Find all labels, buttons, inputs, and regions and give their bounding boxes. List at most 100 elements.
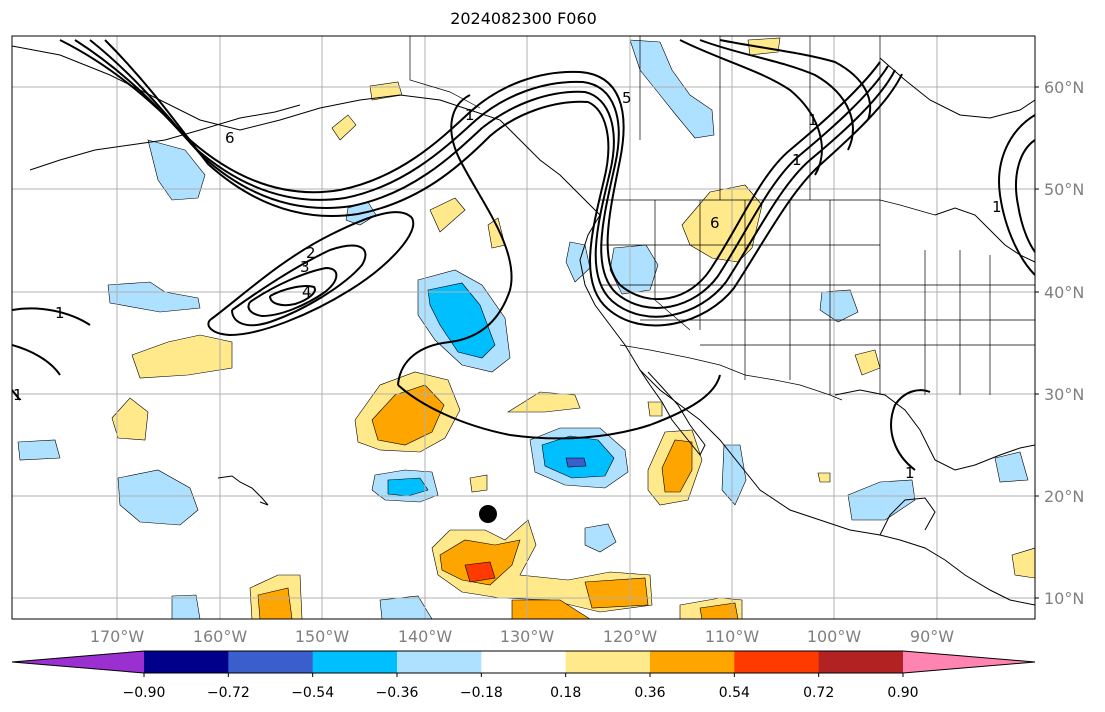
lon-label: 130°W xyxy=(500,627,555,646)
pos-region xyxy=(1011,547,1035,579)
contour-line xyxy=(397,374,721,440)
colorbar-tick-label: 0.54 xyxy=(719,685,750,701)
lon-label: 120°W xyxy=(603,627,658,646)
pos-region xyxy=(257,587,293,619)
contour-label: 5 xyxy=(622,89,632,107)
neg-region xyxy=(107,281,201,313)
border-canada-provinces xyxy=(639,36,881,200)
coastline-yucatan xyxy=(879,497,936,536)
contour-line xyxy=(998,114,1035,276)
contour-label: 1 xyxy=(905,464,915,482)
coastline-gulf xyxy=(834,389,1035,471)
colorbar-segment xyxy=(650,651,735,673)
neg-region xyxy=(379,595,433,619)
neg-region xyxy=(541,435,615,479)
pos-region xyxy=(699,602,739,619)
contour-line xyxy=(679,39,823,176)
lat-label: 40°N xyxy=(1044,283,1084,302)
neg-region xyxy=(584,523,617,553)
colorbar-tick-label: 0.90 xyxy=(887,685,918,701)
colorbar-tick-label: 0.72 xyxy=(803,685,834,701)
border-states-east xyxy=(924,250,991,395)
contour-label: 1 xyxy=(792,151,802,169)
lon-label: 100°W xyxy=(807,627,862,646)
gridlines xyxy=(12,36,1035,619)
pos-region xyxy=(647,401,663,417)
pos-region xyxy=(681,184,763,263)
neg-region xyxy=(994,451,1029,483)
contour-label: 1 xyxy=(992,198,1002,216)
colorbar-segment xyxy=(312,651,398,673)
contour-line xyxy=(1014,139,1035,253)
neg-region xyxy=(117,469,199,526)
border-alaska-canada xyxy=(409,36,481,109)
contour-label: 1 xyxy=(55,304,65,322)
contour-line xyxy=(269,285,316,307)
colorbar-extend-low xyxy=(12,651,144,673)
contour-label: 6 xyxy=(225,129,235,147)
pos-region xyxy=(464,561,496,583)
longitude-axis: 170°W 160°W 150°W 140°W 130°W 120°W 110°… xyxy=(90,627,954,646)
lon-label: 110°W xyxy=(705,627,760,646)
neg-region xyxy=(387,477,429,497)
contour-line xyxy=(699,39,854,151)
contour-line xyxy=(719,39,872,121)
coastline-hawaii xyxy=(217,475,269,506)
colorbar-tick-label: 0.36 xyxy=(634,685,665,701)
lat-label: 10°N xyxy=(1044,589,1084,608)
neg-region xyxy=(171,594,201,619)
contour-line xyxy=(104,39,903,327)
lat-label: 60°N xyxy=(1044,78,1084,97)
neg-region xyxy=(819,289,859,323)
colorbar-segment xyxy=(144,651,229,673)
colorbar: −0.90 −0.72 −0.54 −0.36 −0.18 0.18 0.36 0.54 0.7… xyxy=(11,650,1036,701)
storm-position-marker xyxy=(479,505,497,523)
neg-region xyxy=(565,457,587,468)
contour-label: 1 xyxy=(13,386,23,404)
contour-line xyxy=(89,39,896,318)
contour-label: 4 xyxy=(302,283,312,301)
pos-region xyxy=(661,439,693,493)
pos-region xyxy=(506,391,581,413)
contour-line xyxy=(207,211,415,337)
contour-label: 2 xyxy=(306,244,316,262)
contour-line xyxy=(59,39,881,301)
contour-labels: 6 5 1 2 3 4 1 1 6 1 1 1 1 xyxy=(13,89,1002,482)
lon-label: 140°W xyxy=(398,627,453,646)
pos-region xyxy=(331,114,357,141)
contour-label: 6 xyxy=(710,214,720,232)
border-us-canada xyxy=(600,199,936,216)
contour-label: 3 xyxy=(300,258,310,276)
contour-line xyxy=(74,39,889,309)
neg-region xyxy=(847,479,916,521)
pos-region xyxy=(429,197,466,233)
colorbar-segment xyxy=(228,651,314,673)
pos-region xyxy=(511,599,591,619)
colorbar-tick-label: −0.36 xyxy=(376,685,419,701)
colorbar-segment xyxy=(397,651,482,673)
neg-region xyxy=(147,139,206,201)
lat-label: 30°N xyxy=(1044,385,1084,404)
shading-layer xyxy=(17,37,1035,619)
lon-label: 90°W xyxy=(910,627,954,646)
lat-label: 20°N xyxy=(1044,487,1084,506)
contour-line xyxy=(231,244,367,327)
contour-line xyxy=(12,307,91,401)
lon-label: 170°W xyxy=(90,627,145,646)
pos-region xyxy=(584,577,649,609)
pos-region xyxy=(817,472,831,483)
lon-label: 150°W xyxy=(295,627,350,646)
colorbar-segment xyxy=(734,651,820,673)
pos-region xyxy=(371,384,445,446)
colorbar-segment xyxy=(481,651,567,673)
lat-label: 50°N xyxy=(1044,180,1084,199)
coastline-hudson xyxy=(879,57,1035,119)
colorbar-segment xyxy=(818,651,904,673)
neg-region xyxy=(17,439,61,461)
lon-label: 160°W xyxy=(193,627,248,646)
colorbar-tick-label: −0.18 xyxy=(460,685,503,701)
colorbar-segment xyxy=(565,651,651,673)
colorbar-tick-label: −0.72 xyxy=(207,685,250,701)
pos-region xyxy=(747,37,781,56)
coastline-baja xyxy=(639,369,706,456)
